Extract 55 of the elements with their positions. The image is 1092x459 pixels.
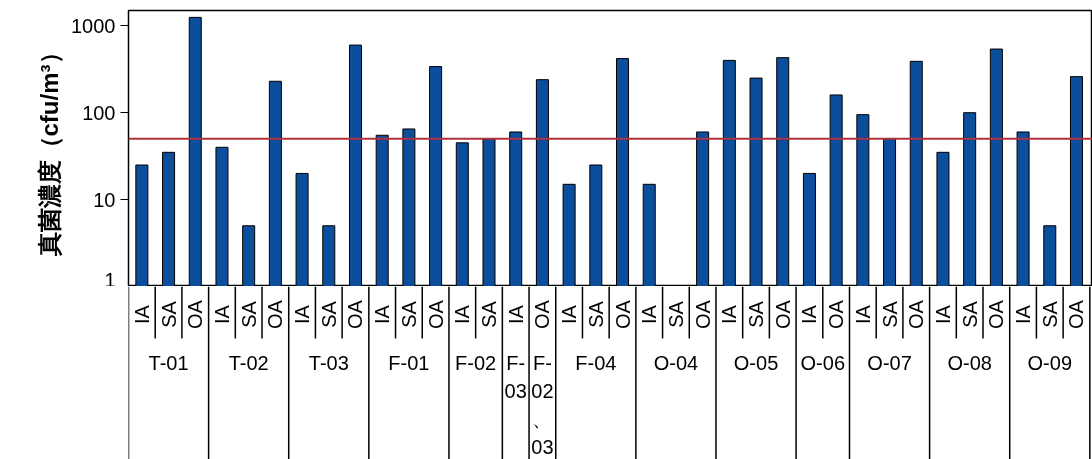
x-tick-label: F-02 [455,351,497,374]
x-tick-label: T-02 [228,351,269,374]
text: IA [931,305,954,324]
text: SA [478,301,500,328]
x-tick-label: T-01 [148,351,189,374]
text: IA [451,305,474,324]
text: OA [771,300,794,329]
text: SA [397,301,420,328]
text: IA [291,305,314,324]
text: SA [157,301,180,328]
text: OA [424,299,447,329]
text: OA [264,300,287,329]
y-tick-label: 1000 [71,14,116,37]
text: IA [798,304,821,324]
text: OA [344,300,367,329]
x-tick-label: O-07 [867,351,912,374]
x-tick-label: O-06 [800,351,846,374]
text: OA [531,300,554,329]
x-tick-label: O-05 [733,351,779,374]
x-tick-label: F-02、03 [531,351,554,458]
text: SA [958,301,981,328]
text: IA [210,305,233,324]
text: OA [611,300,634,329]
text: IA [371,305,394,324]
text: SA [745,301,768,328]
y-tick-label: 100 [82,101,116,124]
text: IA [851,305,874,324]
text: IA [638,305,661,324]
text: OA [905,300,928,329]
y-axis-title: 真菌濃度（cfu/m³） [36,40,64,258]
text: SA [878,301,901,328]
y-tick-label: 1 [104,268,116,291]
text: OA [184,300,207,329]
y-tick-label: 10 [93,188,116,211]
text: OA [691,300,714,329]
x-tick-label: F-03 [504,351,527,402]
text: SA [317,301,340,328]
text: SA [584,300,607,328]
text: IA [504,305,527,324]
text: IA [558,305,581,324]
text: SA [664,301,687,328]
text: OA [1065,300,1088,329]
x-tick-label: F-01 [388,351,430,374]
text: OA [825,300,848,329]
text: SA [237,301,260,328]
text: IA [130,305,153,324]
text: IA [718,305,741,324]
text: SA [1038,301,1061,328]
text: OA [985,300,1008,329]
text: IA [1012,305,1035,324]
x-tick-label: F-04 [575,351,617,374]
x-tick-label: T-03 [308,351,349,374]
x-tick-label: O-09 [1027,351,1073,374]
x-tick-label: O-08 [947,351,992,374]
x-tick-label: O-04 [653,351,699,374]
